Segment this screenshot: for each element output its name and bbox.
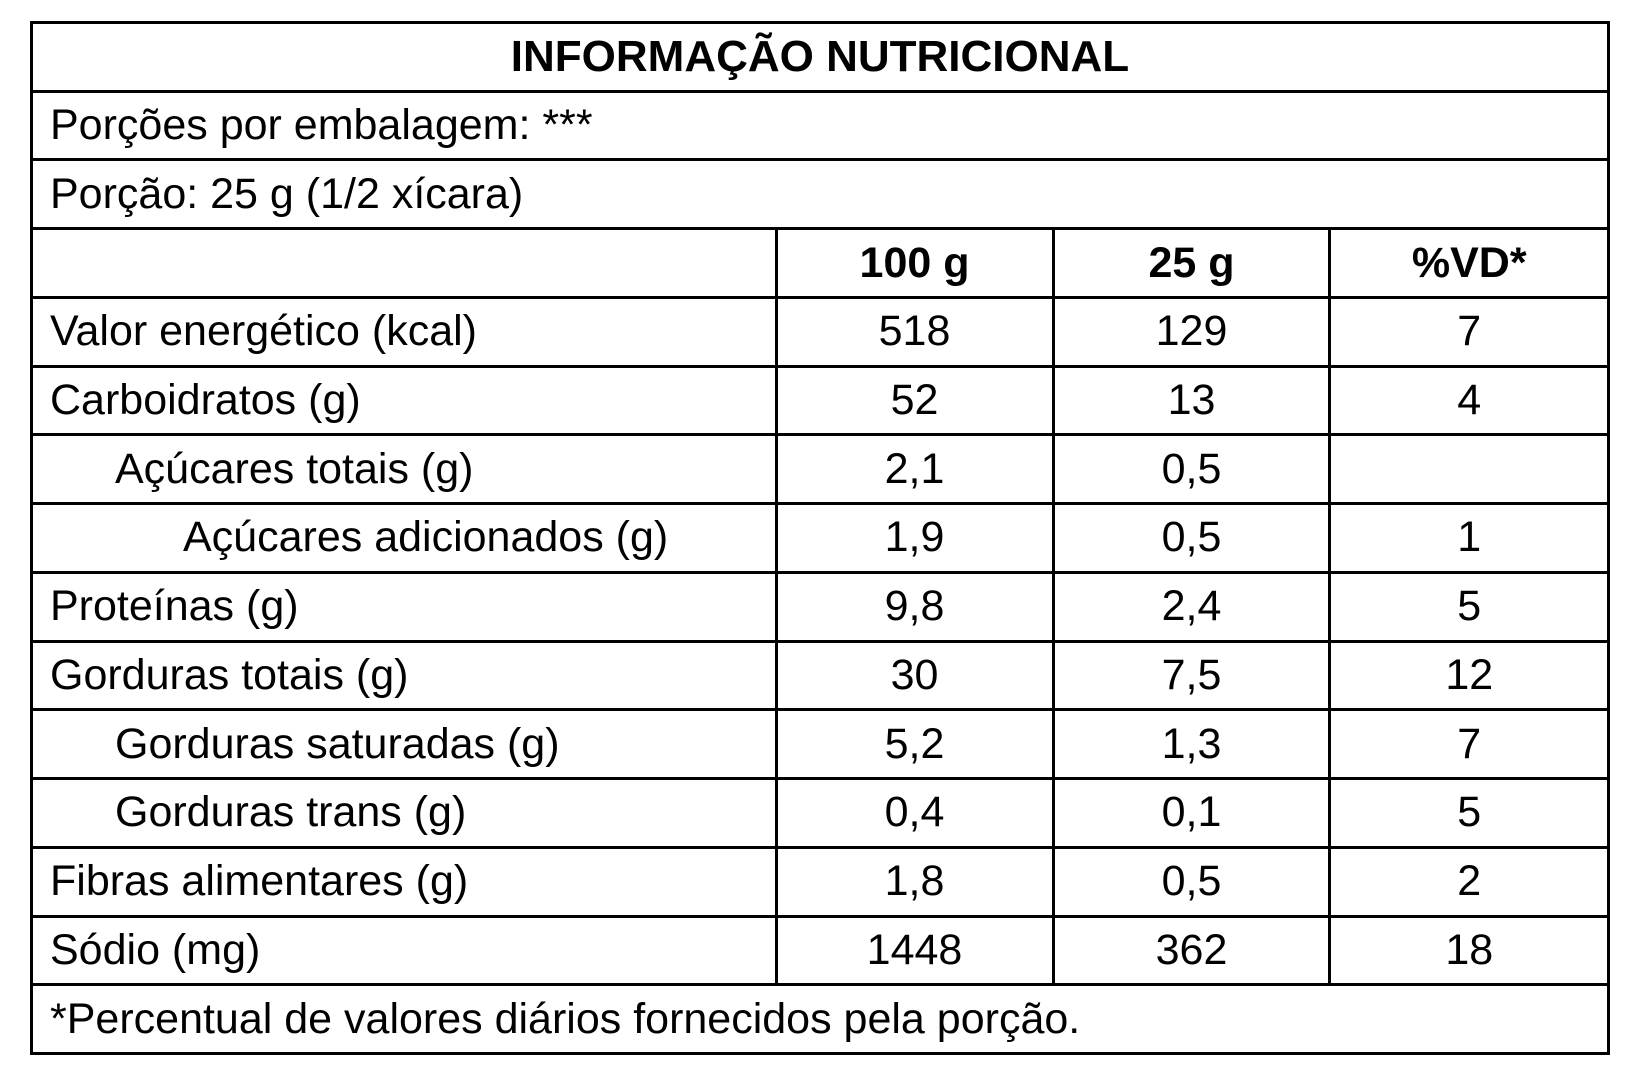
value-daily-value: 5 — [1328, 570, 1607, 643]
header-per-100g: 100 g — [774, 227, 1055, 299]
value-daily-value: 18 — [1328, 914, 1607, 987]
value-per-100g: 0,4 — [774, 777, 1055, 849]
value-per-100g: 2,1 — [774, 433, 1055, 506]
value-per-100g: 30 — [774, 639, 1055, 712]
value-per-25g: 0,5 — [1051, 502, 1332, 574]
nutrition-facts-panel: INFORMAÇÃO NUTRICIONAL Porções por embal… — [30, 21, 1610, 1055]
header-label-cell — [33, 227, 778, 299]
value-per-25g: 7,5 — [1051, 639, 1332, 712]
table-row: Proteínas (g) 9,8 2,4 5 — [33, 570, 1607, 643]
value-daily-value: 5 — [1328, 777, 1607, 849]
value-per-25g: 0,1 — [1051, 777, 1332, 849]
value-daily-value — [1328, 433, 1607, 506]
serving-size: Porção: 25 g (1/2 xícara) — [33, 158, 1607, 231]
value-per-100g: 52 — [774, 364, 1055, 437]
serving-size-row: Porção: 25 g (1/2 xícara) — [33, 158, 1607, 231]
table-row: Açúcares adicionados (g) 1,9 0,5 1 — [33, 502, 1607, 574]
value-per-25g: 13 — [1051, 364, 1332, 437]
footnote: *Percentual de valores diários fornecido… — [33, 983, 1607, 1052]
value-daily-value: 12 — [1328, 639, 1607, 712]
title-row: INFORMAÇÃO NUTRICIONAL — [33, 24, 1607, 93]
value-per-25g: 362 — [1051, 914, 1332, 987]
nutrient-label: Carboidratos (g) — [33, 364, 778, 437]
header-row: 100 g 25 g %VD* — [33, 227, 1607, 299]
table-row: Gorduras trans (g) 0,4 0,1 5 — [33, 777, 1607, 849]
nutrition-table: INFORMAÇÃO NUTRICIONAL Porções por embal… — [33, 24, 1607, 1052]
header-daily-value: %VD* — [1328, 227, 1607, 299]
value-daily-value: 7 — [1328, 295, 1607, 368]
table-row: Valor energético (kcal) 518 129 7 — [33, 295, 1607, 368]
header-per-25g: 25 g — [1051, 227, 1332, 299]
value-per-100g: 9,8 — [774, 570, 1055, 643]
value-daily-value: 1 — [1328, 502, 1607, 574]
servings-row: Porções por embalagem: *** — [33, 89, 1607, 162]
value-per-25g: 0,5 — [1051, 433, 1332, 506]
table-row: Fibras alimentares (g) 1,8 0,5 2 — [33, 845, 1607, 918]
nutrient-label: Fibras alimentares (g) — [33, 845, 778, 918]
table-title: INFORMAÇÃO NUTRICIONAL — [33, 24, 1607, 93]
nutrient-label: Gorduras saturadas (g) — [33, 708, 778, 781]
nutrient-label: Sódio (mg) — [33, 914, 778, 987]
value-per-100g: 1,9 — [774, 502, 1055, 574]
servings-per-package: Porções por embalagem: *** — [33, 89, 1607, 162]
value-per-100g: 518 — [774, 295, 1055, 368]
value-per-25g: 1,3 — [1051, 708, 1332, 781]
nutrient-label: Açúcares adicionados (g) — [33, 502, 778, 574]
value-daily-value: 2 — [1328, 845, 1607, 918]
value-daily-value: 7 — [1328, 708, 1607, 781]
value-per-100g: 1448 — [774, 914, 1055, 987]
value-per-25g: 0,5 — [1051, 845, 1332, 918]
nutrient-label: Gorduras trans (g) — [33, 777, 778, 849]
value-per-25g: 129 — [1051, 295, 1332, 368]
table-row: Sódio (mg) 1448 362 18 — [33, 914, 1607, 987]
nutrient-label: Açúcares totais (g) — [33, 433, 778, 506]
nutrient-label: Proteínas (g) — [33, 570, 778, 643]
table-row: Gorduras totais (g) 30 7,5 12 — [33, 639, 1607, 712]
value-per-100g: 1,8 — [774, 845, 1055, 918]
table-row: Açúcares totais (g) 2,1 0,5 — [33, 433, 1607, 506]
nutrient-label: Valor energético (kcal) — [33, 295, 778, 368]
table-row: Gorduras saturadas (g) 5,2 1,3 7 — [33, 708, 1607, 781]
footnote-row: *Percentual de valores diários fornecido… — [33, 983, 1607, 1052]
value-per-100g: 5,2 — [774, 708, 1055, 781]
table-row: Carboidratos (g) 52 13 4 — [33, 364, 1607, 437]
value-per-25g: 2,4 — [1051, 570, 1332, 643]
value-daily-value: 4 — [1328, 364, 1607, 437]
nutrient-label: Gorduras totais (g) — [33, 639, 778, 712]
